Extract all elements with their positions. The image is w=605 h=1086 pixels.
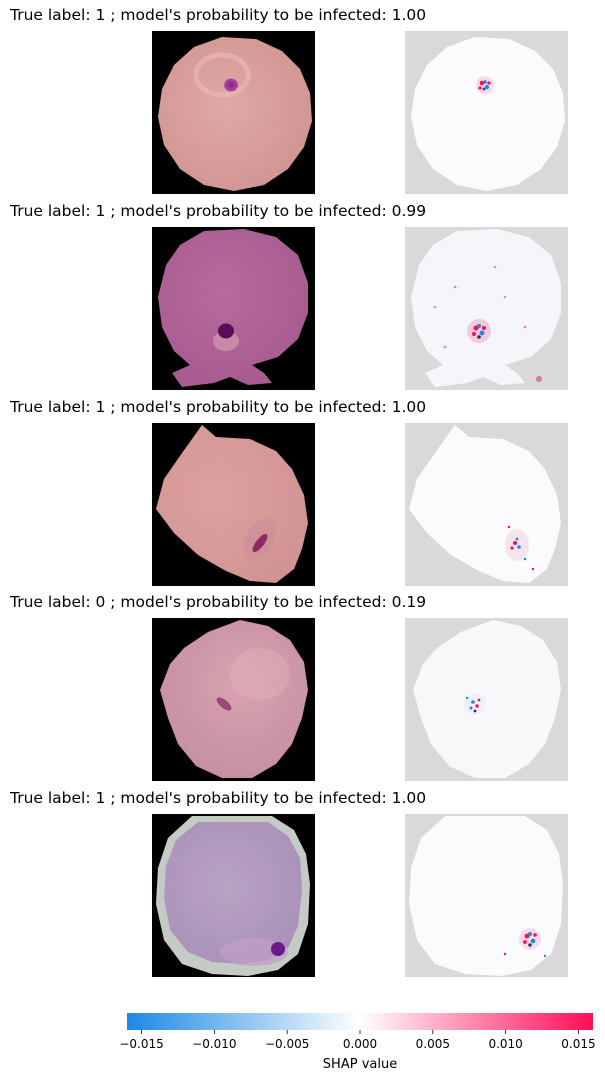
colorbar-tick-label: −0.005	[265, 1037, 309, 1051]
cell-image-3	[152, 423, 315, 586]
row-2-title: True label: 1 ; model's probability to b…	[10, 202, 427, 220]
shap-map-4	[405, 618, 568, 781]
shap-map-1	[405, 31, 568, 194]
cell-image-1	[152, 31, 315, 194]
shap-map-2	[405, 227, 568, 390]
colorbar-axis-label: SHAP value	[323, 1057, 397, 1072]
cell-image-5	[152, 814, 315, 977]
cell-image-4	[152, 618, 315, 781]
colorbar-tick-label: 0.000	[343, 1037, 377, 1051]
row-3-title: True label: 1 ; model's probability to b…	[10, 398, 427, 416]
row-1-title: True label: 1 ; model's probability to b…	[10, 6, 427, 24]
colorbar-tick-label: −0.015	[119, 1037, 163, 1051]
colorbar: −0.015 −0.010 −0.005 0.000 0.005 0.010 0.015 SH…	[0, 1005, 605, 1082]
row-5-title: True label: 1 ; model's probability to b…	[10, 789, 427, 807]
colorbar-tick-label: 0.010	[488, 1037, 522, 1051]
colorbar-tick-label: −0.010	[192, 1037, 236, 1051]
colorbar-gradient	[127, 1013, 593, 1030]
colorbar-tick-label: 0.005	[416, 1037, 450, 1051]
cell-image-2	[152, 227, 315, 390]
row-4-title: True label: 0 ; model's probability to b…	[10, 593, 427, 611]
colorbar-tick-label: 0.015	[561, 1037, 595, 1051]
shap-map-3	[405, 423, 568, 586]
shap-map-5	[405, 814, 568, 977]
